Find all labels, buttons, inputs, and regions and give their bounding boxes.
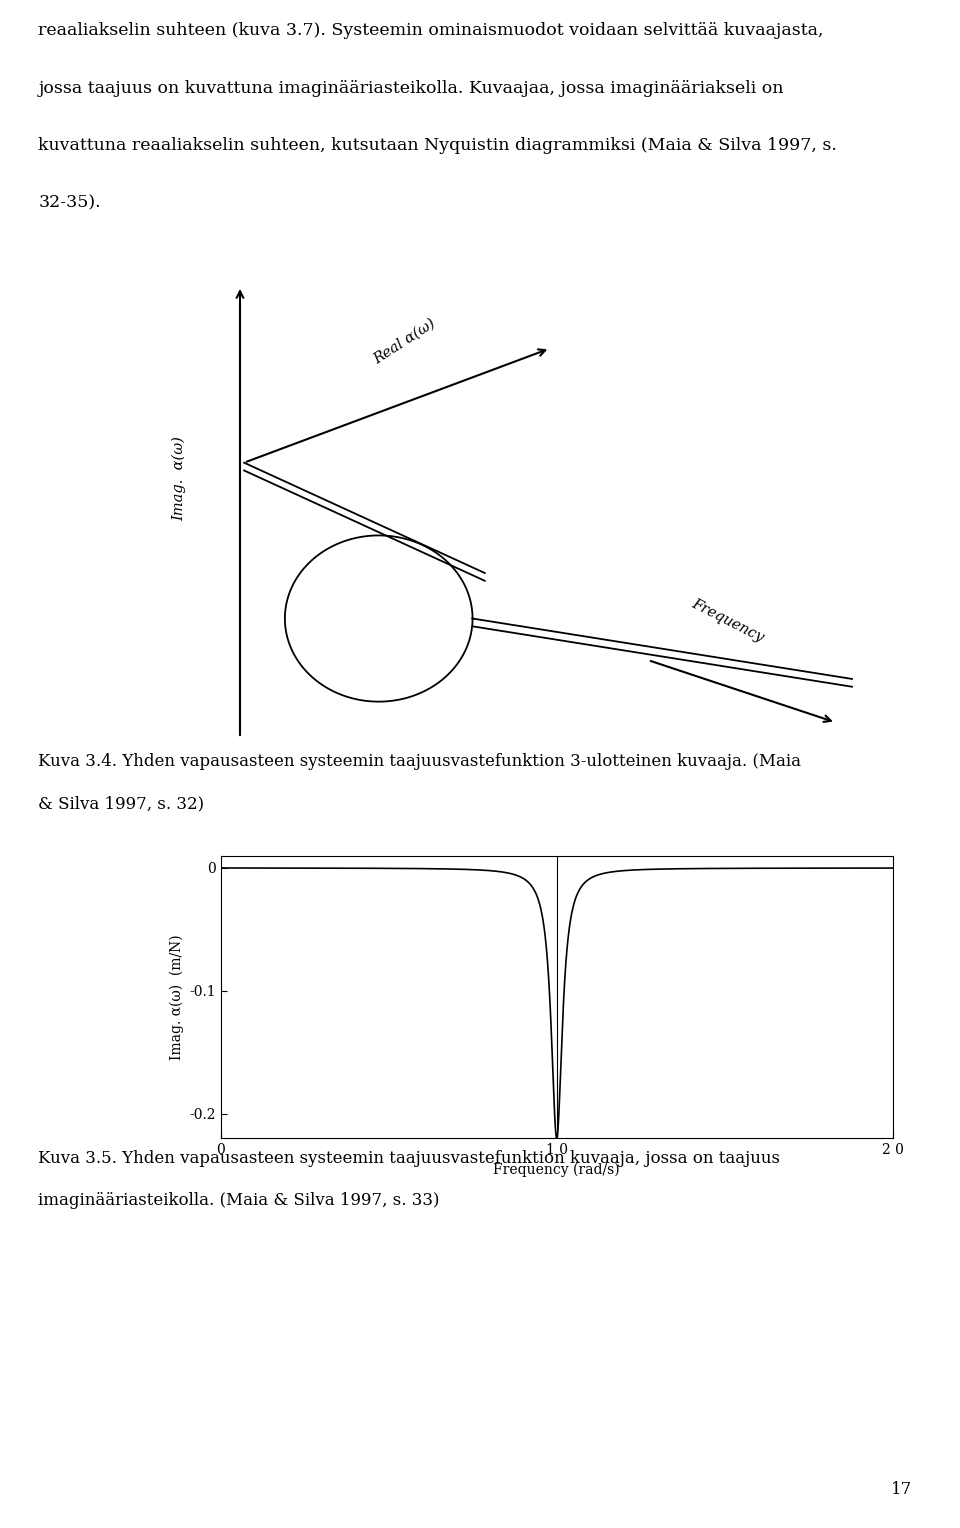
Text: Frequency: Frequency: [689, 596, 765, 645]
Text: kuvattuna reaaliakselin suhteen, kutsutaan Nyquistin diagrammiksi (Maia & Silva : kuvattuna reaaliakselin suhteen, kutsuta…: [38, 138, 837, 154]
Text: reaaliakselin suhteen (kuva 3.7). Systeemin ominaismuodot voidaan selvittää kuva: reaaliakselin suhteen (kuva 3.7). Systee…: [38, 21, 824, 38]
Text: jossa taajuus on kuvattuna imaginääriasteikolla. Kuvaajaa, jossa imaginääriaksel: jossa taajuus on kuvattuna imaginääriast…: [38, 79, 784, 96]
Text: 17: 17: [891, 1481, 912, 1499]
Text: Kuva 3.4. Yhden vapausasteen systeemin taajuusvastefunktion 3-ulotteinen kuvaaja: Kuva 3.4. Yhden vapausasteen systeemin t…: [38, 753, 802, 770]
Text: Kuva 3.5. Yhden vapausasteen systeemin taajuusvastefunktion kuvaaja, jossa on ta: Kuva 3.5. Yhden vapausasteen systeemin t…: [38, 1151, 780, 1167]
Text: Real α(ω): Real α(ω): [371, 316, 438, 367]
Text: & Silva 1997, s. 32): & Silva 1997, s. 32): [38, 795, 204, 811]
X-axis label: Frequency (rad/s): Frequency (rad/s): [493, 1163, 620, 1177]
Text: imaginääriasteikolla. (Maia & Silva 1997, s. 33): imaginääriasteikolla. (Maia & Silva 1997…: [38, 1192, 440, 1209]
Y-axis label: Imag. α(ω)  (m/N): Imag. α(ω) (m/N): [169, 934, 183, 1060]
Text: Imag.  α(ω): Imag. α(ω): [172, 435, 186, 521]
Text: 32-35).: 32-35).: [38, 194, 101, 212]
